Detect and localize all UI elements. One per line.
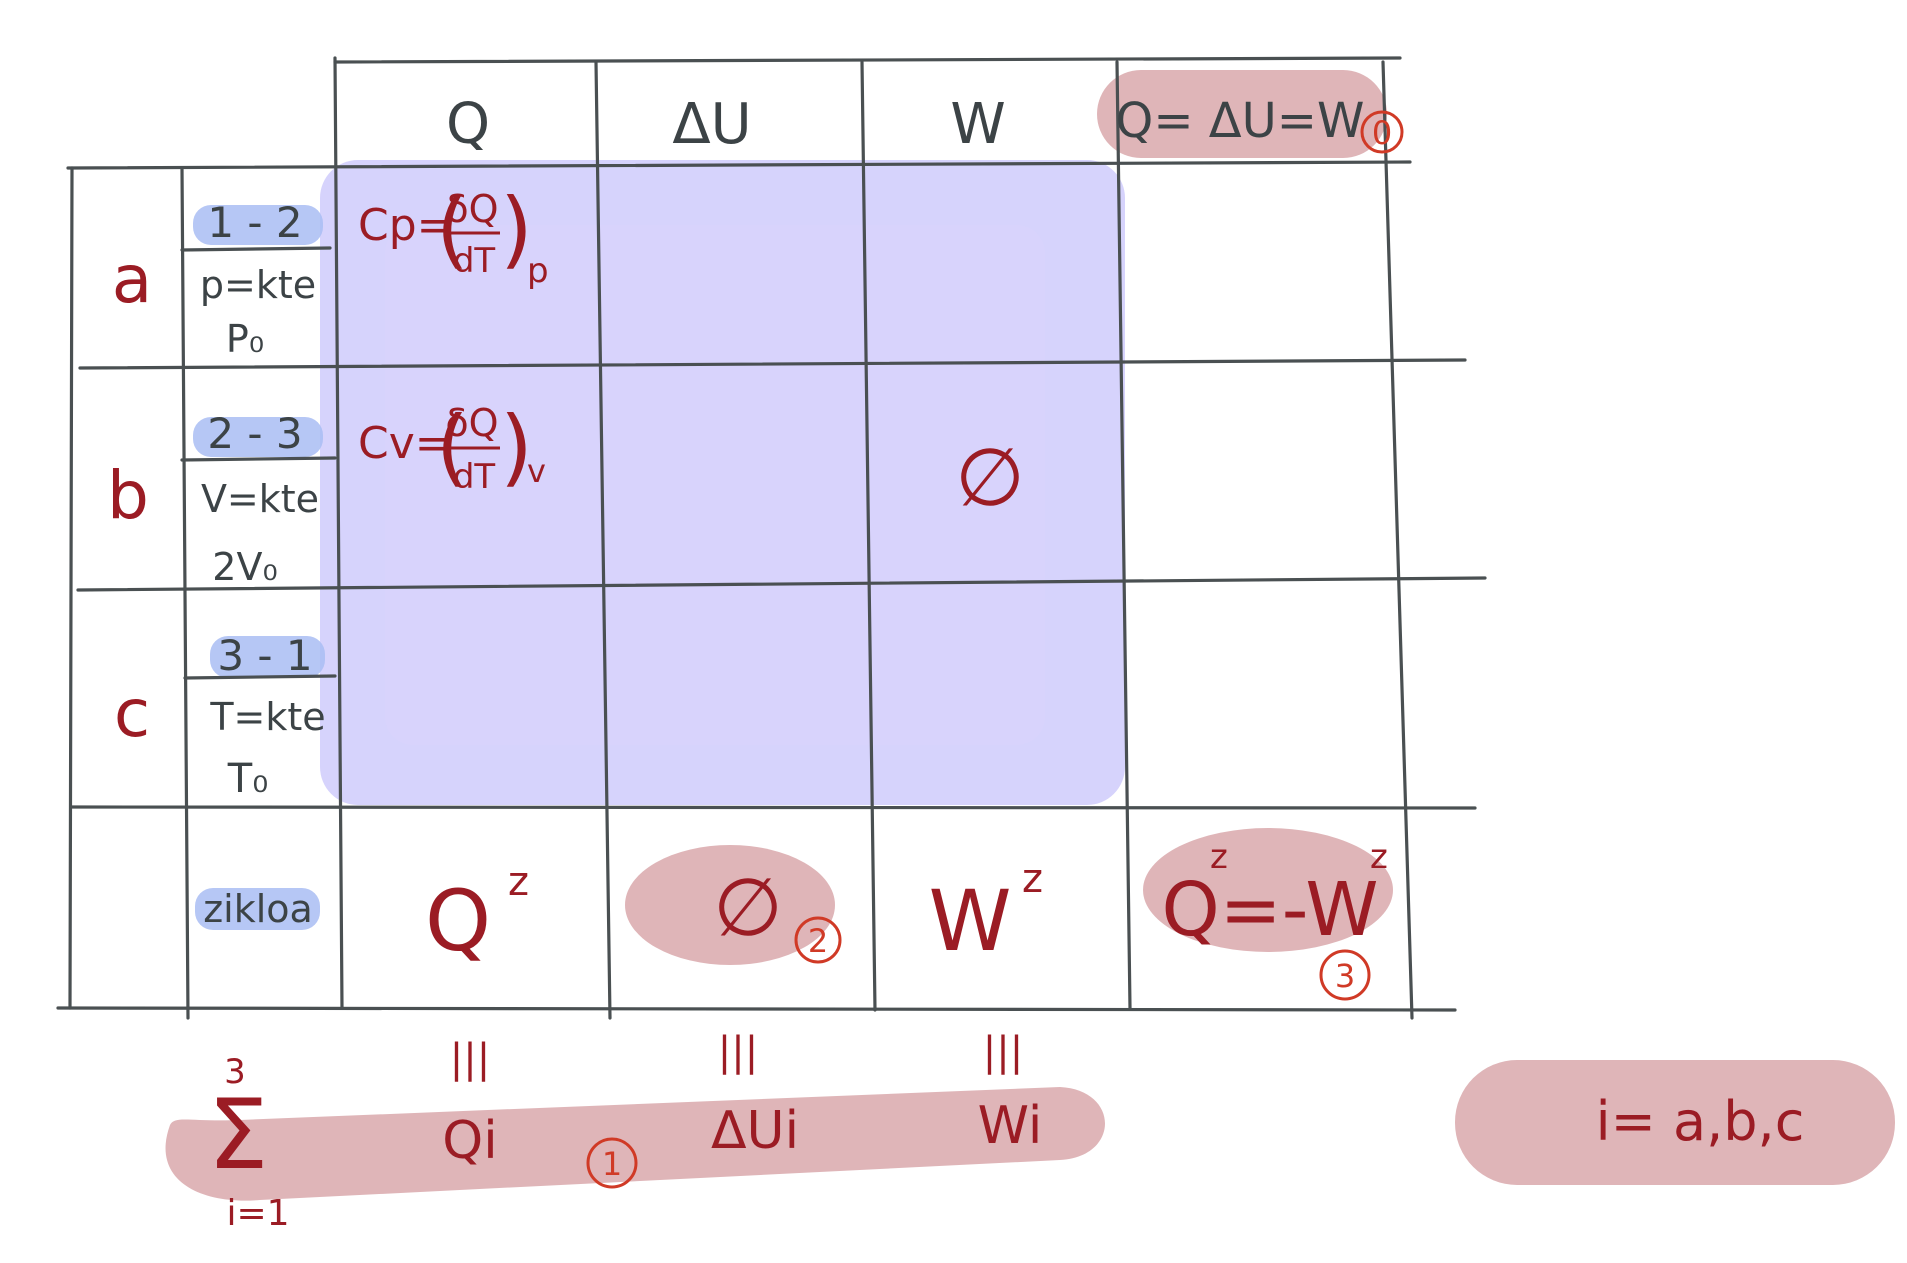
cycle-label: zikloa — [203, 887, 313, 931]
cycle-du: ∅ — [713, 861, 783, 954]
w-cell-b: ∅ — [955, 431, 1025, 524]
process-highlight-inner — [385, 225, 1045, 745]
value-c: T₀ — [227, 756, 268, 802]
sum-dui: ΔUi — [711, 1101, 799, 1161]
cycle-relation: Q=-W — [1161, 867, 1378, 953]
header-q: Q — [446, 92, 490, 157]
relation-number: 3 — [1335, 957, 1355, 995]
cp-formula: Cp= ( δQ dT ) p — [358, 180, 549, 291]
header-w: W — [950, 92, 1005, 157]
sum-lower: i=1 — [226, 1193, 289, 1234]
cp-frac-den: dT — [453, 241, 496, 281]
step-a: 1 - 2 — [207, 198, 302, 247]
cv-formula: Cv= ( δQ dT ) v — [358, 398, 546, 497]
value-a: P₀ — [226, 317, 264, 361]
equiv-q: ||| — [450, 1036, 490, 1082]
step-highlight-a — [193, 205, 323, 245]
condition-b: V=kte — [201, 477, 319, 521]
step-c: 3 - 1 — [217, 631, 312, 680]
first-law-number: 0 — [1372, 114, 1392, 152]
cycle-relation-sup-q: z — [1210, 837, 1228, 877]
table-grid — [56, 56, 1487, 1020]
cycle-label-highlight — [195, 888, 320, 930]
sum-number-circle — [586, 1137, 638, 1189]
header-first-law: Q= ΔU=W — [1116, 93, 1365, 149]
index-note: i= a,b,c — [1596, 1090, 1805, 1153]
row-label-c: c — [114, 675, 150, 752]
step-highlight-b — [193, 417, 323, 457]
cycle-w: W — [928, 872, 1011, 970]
equiv-w: ||| — [983, 1029, 1023, 1075]
cv-frac-num: δQ — [445, 401, 498, 445]
sum-qi: Qi — [442, 1111, 497, 1171]
sum-number: 1 — [602, 1145, 622, 1183]
cp-left: Cp= — [358, 200, 454, 251]
value-b: 2V₀ — [212, 545, 277, 589]
cv-left: Cv= — [358, 418, 452, 469]
cycle-w-sup: z — [1022, 856, 1043, 902]
cv-paren-close: ) — [500, 398, 533, 496]
equiv-du: ||| — [718, 1029, 758, 1075]
cycle-du-number: 2 — [808, 922, 828, 960]
relation-highlight — [1143, 828, 1393, 952]
step-b: 2 - 3 — [207, 409, 302, 458]
first-law-highlight — [1097, 70, 1387, 158]
condition-c: T=kte — [209, 695, 325, 739]
cv-sub: v — [527, 452, 546, 490]
sum-symbol: Σ — [208, 1079, 269, 1191]
first-law-number-circle — [1360, 110, 1404, 154]
cycle-q-sup: z — [508, 859, 529, 905]
sum-upper: 3 — [224, 1052, 246, 1092]
sum-highlight — [165, 1087, 1105, 1201]
row-label-a: a — [112, 241, 152, 318]
cp-frac-num: δQ — [445, 187, 498, 231]
relation-number-circle — [1319, 949, 1371, 1001]
condition-a: p=kte — [200, 263, 316, 307]
cp-paren-open: ( — [436, 180, 469, 278]
cycle-q: Q — [425, 872, 491, 970]
row-label-b: b — [107, 457, 149, 534]
index-note-highlight — [1455, 1060, 1895, 1185]
cycle-du-number-circle — [794, 916, 842, 964]
du-cycle-highlight — [625, 845, 835, 965]
cp-paren-close: ) — [500, 180, 533, 278]
cv-frac-den: dT — [453, 457, 496, 497]
cycle-relation-sup-w: z — [1370, 837, 1388, 877]
cp-sub: p — [527, 251, 549, 291]
header-du: ΔU — [672, 92, 751, 157]
step-highlight-c — [210, 636, 325, 678]
sum-wi: Wi — [978, 1096, 1043, 1156]
